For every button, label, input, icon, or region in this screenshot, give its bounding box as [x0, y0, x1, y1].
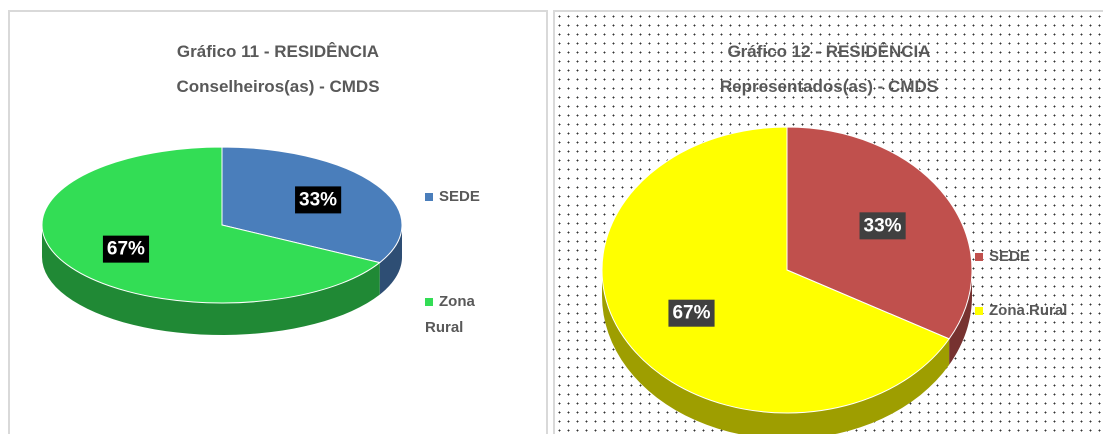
title-line: Gráfico 12 - RESIDÊNCIA	[727, 42, 931, 61]
chart-title: Gráfico 11 - RESIDÊNCIA Conselheiros(as) …	[10, 34, 546, 104]
pie-slice	[601, 126, 950, 414]
legend-swatch	[425, 298, 433, 307]
legend-label: SEDE	[989, 248, 1030, 265]
pie-slice	[41, 146, 381, 304]
legend-item: Zona Rural	[975, 298, 1103, 324]
legend-swatch	[975, 253, 983, 262]
data-label: 67%	[107, 239, 145, 260]
legend-label: Zona Rural	[989, 302, 1068, 319]
title-line: Conselheiros(as) - CMDS	[176, 77, 380, 96]
legend-label: SEDE	[439, 188, 480, 205]
pie-side	[602, 270, 950, 434]
legend-label: Zona Rural	[425, 293, 475, 336]
data-label: 67%	[672, 303, 710, 324]
title-line: Gráfico 11 - RESIDÊNCIA	[176, 42, 380, 61]
data-label-bg	[859, 212, 906, 240]
chart-title: Gráfico 12 - RESIDÊNCIA Representados(as)…	[555, 34, 1103, 104]
title-line: Representados(as) - CMDS	[719, 77, 939, 96]
data-label-bg	[295, 186, 342, 214]
data-label: 33%	[864, 215, 902, 236]
legend-swatch	[975, 307, 983, 316]
legend-item: Zona Rural	[425, 289, 495, 341]
chart: 33% 67%	[41, 146, 403, 335]
data-label: 33%	[299, 189, 337, 210]
data-label-bg	[668, 299, 715, 327]
chart-panel: 33% 67% Gráfico 12 - RESIDÊNCIA Representad…	[553, 10, 1103, 434]
pie-side	[949, 270, 972, 365]
pie-side	[42, 225, 380, 335]
legend-swatch	[425, 193, 433, 202]
data-label-bg	[102, 235, 150, 263]
legend-item: SEDE	[975, 244, 1103, 270]
pie-side	[379, 225, 402, 295]
chart-panel: 33% 67% Gráfico 11 - RESIDÊNCIA Conselheiro…	[8, 10, 548, 434]
chart: 33% 67%	[601, 126, 973, 434]
legend-item: SEDE	[425, 184, 495, 210]
